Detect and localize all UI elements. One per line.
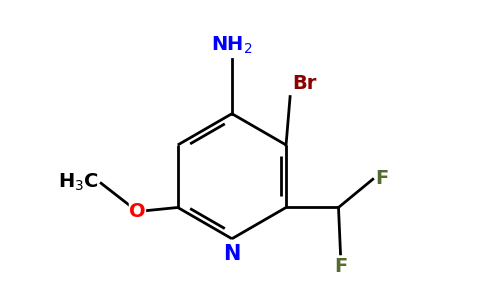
Text: F: F xyxy=(334,257,347,276)
Text: Br: Br xyxy=(292,74,317,92)
Text: H$_3$C: H$_3$C xyxy=(58,172,99,193)
Text: NH$_2$: NH$_2$ xyxy=(211,35,253,56)
Text: F: F xyxy=(375,169,388,188)
Text: N: N xyxy=(223,244,241,264)
Text: O: O xyxy=(129,202,146,221)
